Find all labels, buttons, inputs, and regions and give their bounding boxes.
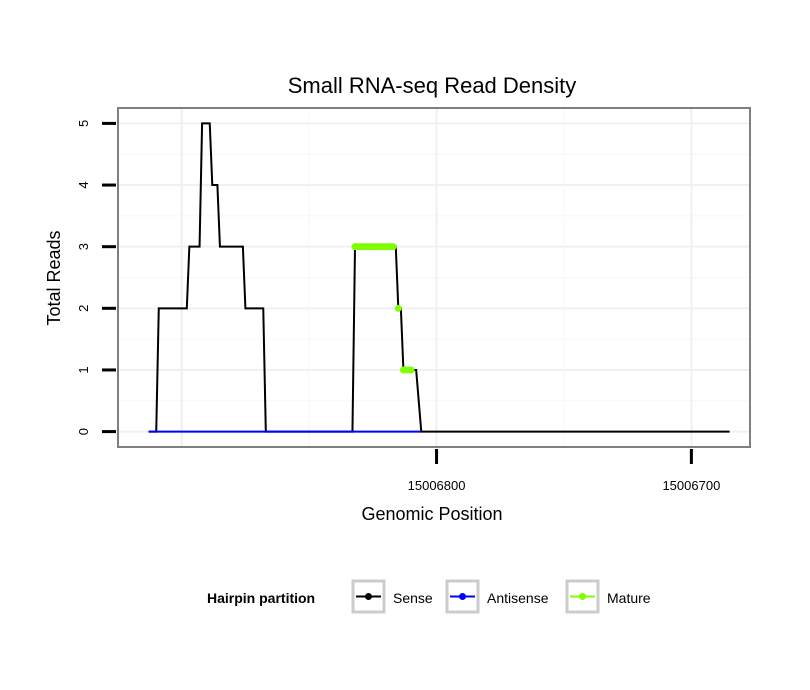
y-axis-title: Total Reads [44, 230, 64, 325]
mature-point [394, 304, 402, 312]
series-layer [148, 122, 730, 433]
mature-point [389, 243, 397, 251]
x-axis-title: Genomic Position [361, 504, 502, 524]
legend-title: Hairpin partition [207, 590, 315, 606]
legend-key-point [579, 593, 586, 600]
legend-label: Antisense [487, 590, 549, 606]
x-tick-label: 15006800 [408, 478, 466, 493]
legend-entry-antisense: Antisense [445, 579, 549, 614]
legend-key-point [365, 593, 372, 600]
y-tick-label: 0 [76, 428, 91, 435]
y-tick-label: 2 [76, 305, 91, 312]
y-tick-label: 1 [76, 366, 91, 373]
legend: Hairpin partition Sense Antisense Mature [207, 579, 651, 614]
y-tick-label: 3 [76, 243, 91, 250]
mature-point [407, 366, 415, 374]
chart-title: Small RNA-seq Read Density [288, 73, 577, 98]
legend-key-point [459, 593, 466, 600]
legend-entry-mature: Mature [565, 579, 651, 614]
x-axis: 15006800 15006700 [408, 449, 720, 493]
y-axis: 0 1 2 3 4 5 [76, 120, 116, 435]
x-tick-label: 15006700 [662, 478, 720, 493]
plot-border [117, 107, 751, 448]
series-mature [351, 243, 415, 374]
legend-label: Mature [607, 590, 651, 606]
y-tick-label: 4 [76, 181, 91, 188]
y-tick-label: 5 [76, 120, 91, 127]
legend-entry-sense: Sense [351, 579, 433, 614]
legend-label: Sense [393, 590, 433, 606]
